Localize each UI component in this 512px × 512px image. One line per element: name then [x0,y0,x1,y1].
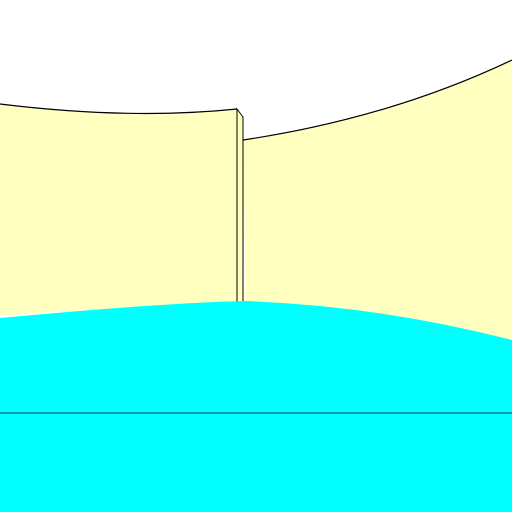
floor[interactable] [0,301,512,512]
right-wall-top-edge [242,59,512,141]
left-wall-top-edge [0,103,238,115]
right-wall [243,60,512,340]
left-wall-panel [0,104,237,316]
wall-side-face [236,107,244,317]
